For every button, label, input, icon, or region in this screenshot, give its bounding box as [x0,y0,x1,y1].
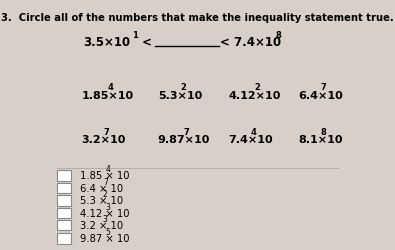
Text: 3.2 × 10: 3.2 × 10 [80,220,123,230]
Text: 3: 3 [103,214,108,223]
Text: 9.87 × 10: 9.87 × 10 [80,233,129,243]
Text: 2: 2 [181,83,186,92]
Text: 1.85×10: 1.85×10 [81,90,134,100]
Text: 5: 5 [105,227,111,236]
Text: 6.4×10: 6.4×10 [298,90,343,100]
Text: 3: 3 [105,202,111,211]
Text: 9.87×10: 9.87×10 [158,135,210,145]
Text: 8.1×10: 8.1×10 [298,135,343,145]
Text: < 7.4×10: < 7.4×10 [220,36,282,49]
Text: 7: 7 [184,128,190,136]
Text: 1: 1 [132,31,138,40]
Text: 3.  Circle all of the numbers that make the inequality statement true.: 3. Circle all of the numbers that make t… [1,12,394,22]
Text: 4: 4 [251,128,256,136]
Text: <: < [138,36,152,49]
Text: 4.12 × 10: 4.12 × 10 [80,208,129,218]
Text: 3.5×10: 3.5×10 [83,36,130,49]
Text: 2: 2 [103,190,107,198]
Text: 3.2×10: 3.2×10 [81,135,126,145]
Text: 4: 4 [105,165,111,174]
Text: 2: 2 [254,83,260,92]
Text: 5.3×10: 5.3×10 [158,90,202,100]
Text: 7.4×10: 7.4×10 [228,135,273,145]
FancyBboxPatch shape [57,171,71,181]
Text: 7: 7 [104,128,110,136]
Text: 5.3 × 10: 5.3 × 10 [80,196,123,205]
FancyBboxPatch shape [57,220,71,230]
FancyBboxPatch shape [57,183,71,194]
Text: 8: 8 [321,128,327,136]
Text: 1.85 × 10: 1.85 × 10 [80,171,129,181]
Text: 6.4 × 10: 6.4 × 10 [80,183,123,193]
FancyBboxPatch shape [57,196,71,206]
Text: 4.12×10: 4.12×10 [228,90,280,100]
Text: 4: 4 [107,83,113,92]
Text: 8: 8 [275,31,281,40]
Text: 7: 7 [321,83,327,92]
FancyBboxPatch shape [57,233,71,244]
FancyBboxPatch shape [57,208,71,218]
Text: 7: 7 [103,177,108,186]
